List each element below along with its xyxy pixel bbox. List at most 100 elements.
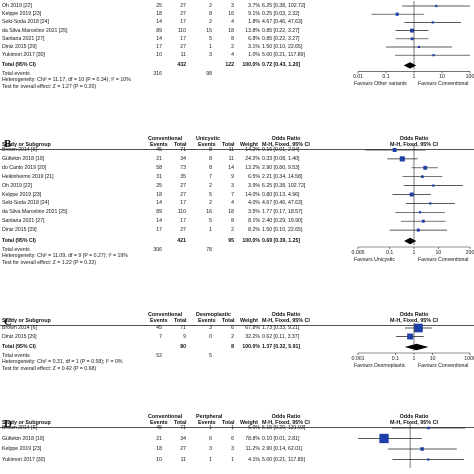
events-1: 25: [156, 3, 162, 9]
odds-ratio-ci: 6.25 [0.38, 102.72]: [262, 182, 306, 189]
point-estimate: [420, 447, 424, 451]
pooled-diamond: [404, 343, 429, 351]
point-estimate: [416, 228, 420, 232]
or-title-plot: Odds Ratio: [399, 312, 429, 318]
events-2: 2: [209, 3, 212, 9]
total-weight: 100.0%: [242, 344, 260, 350]
events-2: 1: [209, 227, 212, 234]
total-n1: 421: [177, 238, 186, 244]
odds-ratio-ci: 1.77 [0.17, 18.57]: [262, 209, 303, 216]
total-label: Total (95% CI): [2, 344, 36, 350]
weight: 6.8%: [248, 35, 260, 42]
point-estimate: [414, 323, 423, 333]
events-1: 45: [156, 425, 162, 431]
events-1: 45: [156, 325, 162, 331]
total-events-2: 5: [209, 352, 212, 359]
weight: 8.1%: [248, 218, 260, 225]
total-1: 27: [180, 44, 186, 50]
odds-ratio-ci: 5.15 [0.20, 131.03]: [262, 425, 306, 431]
weight: 78.8%: [245, 435, 260, 442]
total-1: 17: [180, 35, 186, 42]
events-1: 21: [156, 435, 162, 442]
total-2: 4: [231, 52, 234, 59]
point-estimate: [432, 184, 435, 187]
pooled-diamond: [404, 237, 417, 245]
forest-plot-b: [357, 145, 471, 249]
total-weight: 100.0%: [242, 238, 260, 244]
total-events-label: Total events: [2, 70, 30, 77]
study-name: Oh 2019 [22]: [2, 3, 32, 9]
events-2: 5: [209, 191, 212, 198]
total-2: 3: [231, 182, 234, 189]
total-2: 3: [231, 446, 234, 452]
total-2: 4: [231, 200, 234, 207]
column-ci: M-H, Fixed, 95% CI: [262, 318, 310, 325]
weight: 1.8%: [248, 19, 260, 26]
point-estimate: [417, 45, 421, 49]
weight: 13.8%: [245, 27, 260, 34]
study-name: Gültekin 2018 [19]: [2, 155, 45, 162]
total-1: 27: [180, 227, 186, 234]
x-tick-label: 10: [429, 356, 436, 362]
forest-plot-a: [357, 1, 471, 74]
or-title-table: Odds Ratio: [271, 136, 301, 142]
odds-ratio-ci: 0.16 [0.01, 2.94]: [262, 147, 300, 153]
events-1: 18: [156, 191, 162, 198]
total-events-1: 52: [156, 352, 162, 359]
favours-right-label: Favours Conventional: [418, 362, 469, 369]
column-ci-plot: M-H, Fixed, 95% CI: [390, 318, 438, 325]
group2-header: Desmoplastic: [196, 312, 232, 318]
heterogeneity: Heterogeneity: Chi² = 11.17, df = 10 (P …: [2, 77, 131, 84]
weight: 4.1%: [248, 456, 260, 463]
total-2: 2: [231, 333, 234, 340]
events-1: 18: [156, 11, 162, 18]
favours-left-label: Favours Other variants: [354, 80, 407, 87]
header-rule: [0, 427, 474, 429]
column-ci: M-H, Fixed, 95% CI: [262, 142, 310, 149]
study-name: Diniz 2015 [29]: [2, 333, 37, 340]
group2-header: Peripheral: [196, 414, 223, 420]
point-estimate: [395, 12, 399, 16]
total-1: 27: [180, 11, 186, 18]
total-1: 71: [180, 425, 186, 431]
favours-left-label: Favours Desmoplastic: [354, 362, 406, 369]
events-2: 3: [209, 52, 212, 59]
point-estimate: [427, 426, 430, 430]
events-2: 15: [206, 27, 212, 34]
total-events-label: Total events: [2, 246, 30, 253]
weight: 3.5%: [248, 209, 260, 216]
study-name: Kelppe 2019 [23]: [2, 191, 42, 198]
point-estimate: [410, 37, 414, 41]
total-2: 2: [231, 44, 234, 50]
total-2: 11: [228, 155, 234, 162]
odds-ratio-ci: 1.50 [0.10, 22.65]: [262, 44, 303, 50]
weight: 32.2%: [245, 333, 260, 340]
column-weight: Weight: [240, 420, 258, 427]
weight: 11.2%: [245, 446, 260, 452]
forest-plot-c: [357, 323, 471, 355]
total-2: 18: [228, 27, 234, 34]
total-2: 6: [231, 435, 234, 442]
study-name: da Silva Marcelino 2021 [25]: [2, 209, 68, 216]
column-total-2: Total: [222, 318, 235, 325]
study-name: Kelppe 2019 [23]: [2, 11, 42, 18]
study-name: Brown 2014 [6]: [2, 325, 37, 331]
column-total-1: Total: [174, 420, 187, 427]
odds-ratio-ci: 2.21 [0.34, 14.58]: [262, 173, 303, 180]
events-2: 2: [209, 19, 212, 26]
total-n1: 432: [177, 62, 186, 69]
total-events-2: 98: [206, 70, 212, 77]
odds-ratio-ci: 5.00 [0.21, 117.89]: [262, 52, 305, 59]
column-events-1: Events: [150, 318, 168, 325]
group1-header: Conventional: [148, 414, 183, 420]
group2-header: Unicystic: [196, 136, 220, 142]
or-title-plot: Odds Ratio: [399, 414, 429, 420]
odds-ratio-ci: 0.62 [0.11, 3.37]: [262, 333, 300, 340]
odds-ratio-ci: 0.80 [0.13, 4.96]: [262, 191, 300, 198]
weight: 3.7%: [248, 3, 260, 9]
favours-right-label: Favours Conventional: [418, 80, 469, 87]
total-n2: 8: [231, 344, 234, 350]
point-estimate: [435, 4, 438, 8]
point-estimate: [429, 202, 432, 205]
point-estimate: [427, 458, 430, 461]
